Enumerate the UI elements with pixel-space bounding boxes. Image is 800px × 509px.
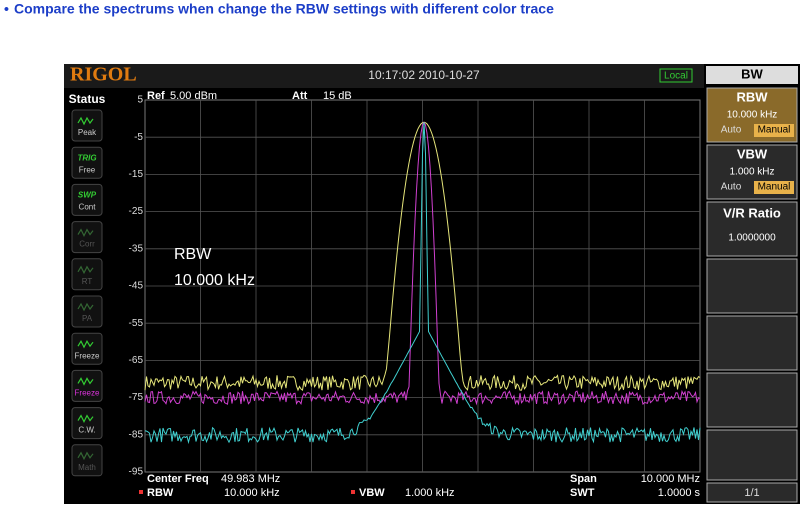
y-label: -45 bbox=[129, 281, 144, 292]
status-label: Cont bbox=[79, 203, 97, 212]
ratio-value: 1.0000000 bbox=[728, 233, 776, 244]
caption: Compare the spectrums when change the RB… bbox=[14, 1, 554, 17]
mode-box bbox=[659, 68, 693, 83]
status-glyph bbox=[77, 302, 94, 312]
status-icon bbox=[71, 332, 103, 365]
status-top: SWP bbox=[78, 191, 97, 200]
status-icon bbox=[71, 109, 103, 142]
auto: Auto bbox=[721, 125, 742, 136]
status-title: Status bbox=[69, 92, 106, 106]
span-label: Span bbox=[570, 473, 597, 485]
y-label: -15 bbox=[129, 169, 144, 180]
status-label: Freeze bbox=[75, 389, 100, 398]
vbw-button-value: 1.000 kHz bbox=[729, 167, 774, 178]
grid: 5 -5 -15 -25 -35 -45 -55 -65 -75 -85 -95 bbox=[129, 95, 700, 478]
page-indicator: 1/1 bbox=[744, 487, 759, 499]
span: 10.000 MHz bbox=[641, 473, 700, 485]
menu-button[interactable] bbox=[706, 429, 798, 481]
menu-button[interactable] bbox=[706, 258, 798, 314]
status-icon bbox=[71, 183, 103, 216]
annotation: 10.000 kHz bbox=[174, 272, 255, 289]
status-column: Peak TRIG Free SWP Cont Corr RT PA Freeze Freeze C… bbox=[71, 109, 103, 477]
att: 15 dB bbox=[323, 90, 352, 102]
ref-label: Ref bbox=[147, 90, 165, 102]
menu-button[interactable] bbox=[706, 315, 798, 371]
status-icon bbox=[71, 146, 103, 179]
status-glyph bbox=[77, 377, 94, 386]
auto: Auto bbox=[721, 182, 742, 193]
y-label: -25 bbox=[129, 206, 144, 217]
page-box bbox=[706, 482, 798, 503]
status-label: RT bbox=[82, 277, 93, 286]
clock: 10:17:02 2010-10-27 bbox=[368, 68, 480, 82]
status-glyph bbox=[77, 116, 94, 126]
y-label: -65 bbox=[129, 355, 144, 366]
ratio-label: V/R Ratio bbox=[723, 205, 781, 220]
att-label: Att bbox=[292, 90, 308, 102]
status-label: Freeze bbox=[75, 351, 100, 360]
swt-label: SWT bbox=[570, 487, 595, 499]
status-label: Math bbox=[78, 463, 96, 472]
manual-bg bbox=[754, 181, 794, 194]
y-label: -75 bbox=[129, 392, 144, 403]
y-label: 5 bbox=[137, 95, 143, 106]
status-glyph bbox=[77, 228, 94, 237]
dot bbox=[351, 490, 355, 494]
center-label: Center Freq bbox=[147, 473, 209, 485]
center: 49.983 MHz bbox=[221, 473, 280, 485]
rbw-button-value: 10.000 kHz bbox=[727, 110, 778, 121]
vbw: 1.000 kHz bbox=[405, 487, 455, 499]
y-label: -85 bbox=[129, 429, 144, 440]
status-glyph bbox=[77, 414, 94, 423]
status-glyph bbox=[77, 339, 94, 349]
y-label: -5 bbox=[134, 132, 143, 143]
y-label: -95 bbox=[129, 467, 144, 478]
brand: RIGOL bbox=[70, 64, 137, 86]
status-label: Corr bbox=[79, 240, 95, 249]
top-bar bbox=[64, 64, 704, 88]
manual-bg bbox=[754, 124, 794, 137]
ref: 5.00 dBm bbox=[170, 90, 217, 102]
status-label: Free bbox=[79, 165, 96, 174]
bullet: • bbox=[4, 1, 9, 17]
trace bbox=[144, 122, 701, 445]
mode: Local bbox=[664, 71, 688, 82]
menu-title: BW bbox=[741, 66, 763, 81]
manual: Manual bbox=[758, 125, 791, 136]
dot bbox=[139, 490, 143, 494]
status-label: C.W. bbox=[78, 426, 95, 435]
swt: 1.0000 s bbox=[658, 487, 701, 499]
rbw-button-label: RBW bbox=[736, 89, 768, 104]
status-icon bbox=[71, 369, 103, 402]
vbw-button-label: VBW bbox=[737, 146, 768, 161]
annotation: RBW bbox=[174, 246, 212, 263]
status-icon bbox=[71, 444, 103, 477]
status-icon bbox=[71, 407, 103, 440]
vbw-label: VBW bbox=[359, 487, 385, 499]
status-icon bbox=[71, 295, 103, 328]
status-icon bbox=[71, 258, 103, 291]
y-label: -35 bbox=[129, 243, 144, 254]
status-icon bbox=[71, 221, 103, 254]
manual: Manual bbox=[758, 182, 791, 193]
rbw: 10.000 kHz bbox=[224, 487, 280, 499]
y-label: -55 bbox=[129, 318, 144, 329]
trace bbox=[144, 121, 701, 392]
status-top: TRIG bbox=[77, 153, 96, 162]
rbw-label: RBW bbox=[147, 487, 174, 499]
ratio-button[interactable] bbox=[706, 201, 798, 257]
menu-title-bg bbox=[706, 66, 798, 84]
status-label: Peak bbox=[78, 128, 97, 137]
trace bbox=[144, 121, 701, 406]
traces bbox=[144, 121, 701, 445]
status-glyph bbox=[77, 451, 94, 461]
menu-button[interactable] bbox=[706, 372, 798, 428]
status-label: PA bbox=[82, 314, 93, 323]
status-glyph bbox=[77, 265, 94, 275]
